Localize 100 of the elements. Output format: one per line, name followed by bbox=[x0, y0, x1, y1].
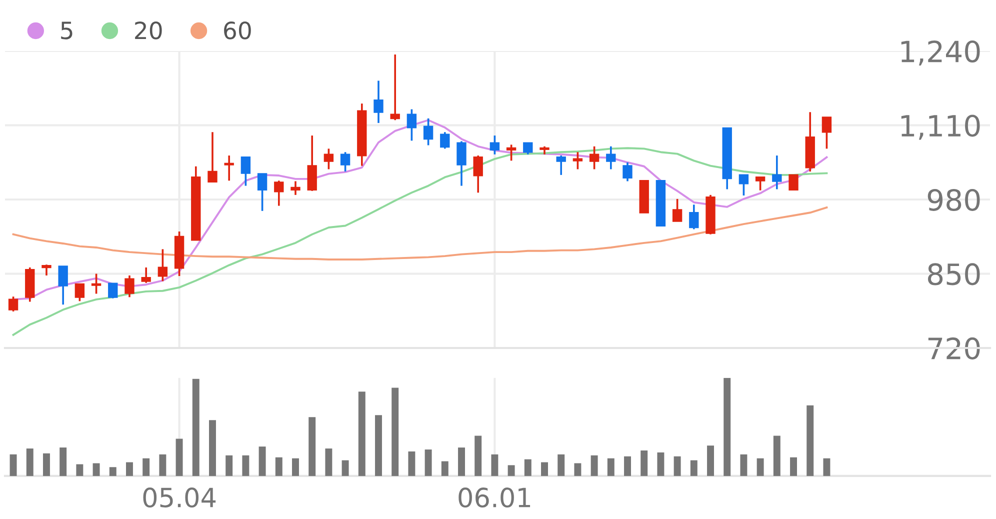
candlestick bbox=[74, 283, 85, 302]
bar bbox=[590, 455, 598, 476]
bar bbox=[42, 453, 50, 476]
bar bbox=[242, 455, 250, 476]
candlestick bbox=[556, 154, 566, 176]
bar bbox=[142, 458, 150, 476]
bar bbox=[640, 450, 648, 476]
candlestick bbox=[108, 282, 118, 300]
candlestick bbox=[622, 161, 632, 182]
legend-label: 20 bbox=[135, 22, 162, 40]
bar bbox=[424, 449, 432, 476]
candlestick bbox=[490, 134, 500, 156]
bar bbox=[806, 405, 814, 476]
bar bbox=[226, 455, 233, 476]
bar bbox=[541, 462, 548, 476]
bar bbox=[192, 378, 200, 476]
bar bbox=[342, 460, 349, 476]
candlestick bbox=[340, 151, 350, 172]
candlestick bbox=[406, 108, 417, 142]
bar bbox=[441, 461, 448, 476]
candlestick bbox=[42, 264, 52, 276]
bar bbox=[690, 460, 698, 476]
bar bbox=[308, 417, 316, 476]
bar bbox=[358, 392, 366, 476]
y-tick-label: 1,240 bbox=[901, 40, 980, 66]
candlestick bbox=[423, 118, 434, 146]
bar bbox=[26, 448, 34, 476]
candlestick bbox=[141, 266, 151, 284]
candlestick bbox=[307, 134, 317, 192]
x-tick-label: 06.01 bbox=[458, 488, 530, 508]
candlestick bbox=[672, 198, 682, 222]
bar bbox=[76, 464, 84, 476]
candlestick bbox=[473, 154, 483, 194]
bar bbox=[724, 378, 731, 476]
candlestick bbox=[240, 156, 251, 187]
bar bbox=[607, 458, 614, 476]
candlestick bbox=[440, 131, 450, 150]
bar bbox=[458, 448, 465, 476]
candlestick bbox=[456, 140, 466, 187]
x-tick-label: 05.04 bbox=[143, 488, 216, 508]
bar bbox=[574, 463, 582, 476]
candlestick bbox=[689, 204, 699, 230]
bar bbox=[408, 451, 416, 476]
bar bbox=[109, 467, 116, 476]
bar bbox=[275, 457, 282, 476]
bar bbox=[756, 458, 764, 476]
bar bbox=[508, 465, 515, 476]
candlestick bbox=[738, 174, 749, 196]
bar bbox=[126, 462, 133, 476]
candlestick bbox=[523, 142, 533, 156]
bar bbox=[474, 436, 482, 476]
candlestick bbox=[606, 145, 616, 170]
candlestick bbox=[124, 274, 134, 298]
candlestick bbox=[390, 54, 400, 122]
legend-label: 60 bbox=[224, 22, 251, 40]
candlestick bbox=[506, 144, 516, 162]
candlestick bbox=[274, 180, 284, 207]
y-tick-label: 1,110 bbox=[901, 114, 980, 140]
y-tick-label: 850 bbox=[928, 263, 980, 286]
bar bbox=[60, 448, 67, 476]
y-tick-label: 980 bbox=[928, 188, 980, 211]
bar bbox=[624, 456, 631, 476]
bar bbox=[823, 458, 830, 476]
bar bbox=[674, 456, 681, 476]
candlestick bbox=[788, 174, 798, 190]
bar bbox=[657, 452, 664, 476]
line-series bbox=[12, 206, 828, 260]
candlestick bbox=[58, 265, 68, 306]
candlestick bbox=[290, 180, 300, 196]
candlestick bbox=[822, 116, 832, 150]
bar bbox=[790, 457, 797, 476]
bar bbox=[524, 459, 532, 476]
candlestick bbox=[8, 296, 18, 312]
bar bbox=[558, 454, 565, 476]
bar bbox=[325, 448, 332, 476]
candlestick bbox=[91, 272, 102, 295]
bar bbox=[491, 454, 498, 476]
bar bbox=[258, 446, 266, 476]
bar bbox=[159, 454, 166, 476]
candlestick bbox=[374, 80, 384, 124]
bar bbox=[740, 454, 748, 476]
bar bbox=[176, 438, 183, 476]
bar bbox=[209, 420, 216, 476]
candlestick bbox=[755, 176, 766, 192]
candlestick bbox=[257, 172, 268, 212]
bar bbox=[707, 446, 714, 476]
legend-label: 5 bbox=[61, 22, 72, 40]
candlestick bbox=[572, 151, 583, 170]
bar bbox=[10, 454, 17, 476]
bar bbox=[392, 388, 399, 476]
candlestick bbox=[224, 154, 234, 182]
bar bbox=[375, 415, 382, 476]
bar bbox=[292, 458, 299, 476]
candlestick bbox=[208, 131, 218, 183]
bar bbox=[92, 463, 100, 476]
bar bbox=[773, 436, 780, 476]
candlestick bbox=[589, 145, 600, 170]
candlestick bbox=[324, 148, 334, 170]
candlestick bbox=[772, 154, 782, 190]
candlestick bbox=[158, 248, 168, 282]
